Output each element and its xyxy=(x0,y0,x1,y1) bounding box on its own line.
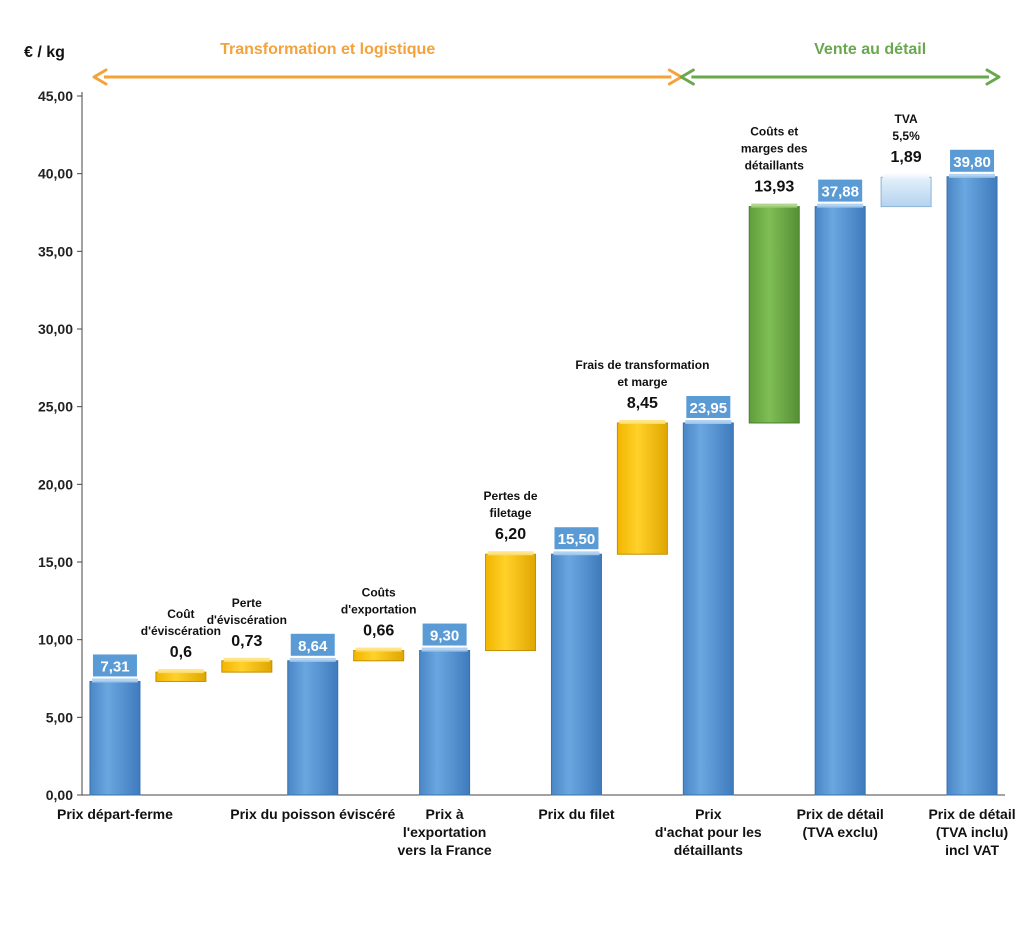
delta-value-label: 8,45 xyxy=(627,395,658,412)
delta-value-label: 0,6 xyxy=(170,644,192,661)
phase-label: Transformation et logistique xyxy=(220,41,435,58)
delta-annotation-label: Coût xyxy=(167,607,194,621)
value-label-box xyxy=(420,621,469,648)
delta-annotation-label: TVA xyxy=(895,112,918,126)
y-tick-label: 20,00 xyxy=(38,476,73,492)
delta-bar xyxy=(880,176,932,208)
delta-bar xyxy=(485,553,537,652)
delta-bar xyxy=(221,660,273,673)
delta-annotation-label: d'éviscération xyxy=(207,613,287,627)
delta-bar xyxy=(748,206,800,424)
value-label: 9,30 xyxy=(430,628,459,645)
bar-top-face xyxy=(619,419,666,424)
delta-value-label: 13,93 xyxy=(754,179,794,196)
x-tick-label: d'achat pour les xyxy=(655,824,762,840)
delta-bar xyxy=(353,650,405,662)
y-tick-label: 5,00 xyxy=(46,709,73,725)
y-tick-label: 30,00 xyxy=(38,321,73,337)
bar-top-face xyxy=(223,657,270,662)
delta-annotation-label: Perte xyxy=(232,596,262,610)
delta-annotation-label: Frais de transformation xyxy=(575,358,709,372)
total-bar xyxy=(419,650,471,796)
value-label-box xyxy=(552,525,601,552)
bar-top-face xyxy=(289,657,336,662)
delta-annotation-label: d'éviscération xyxy=(141,624,221,638)
delta-annotation-label: filetage xyxy=(490,506,532,520)
x-tick-label: Prix du poisson éviscéré xyxy=(230,806,395,822)
delta-annotation-label: et marge xyxy=(617,375,667,389)
bar-top-face xyxy=(487,551,534,556)
delta-value-label: 6,20 xyxy=(495,526,526,543)
x-tick-label: Prix de détail xyxy=(928,806,1015,822)
total-bar xyxy=(550,553,602,796)
total-bar xyxy=(814,206,866,796)
phase-arrow-transformation xyxy=(92,68,683,86)
value-label: 37,88 xyxy=(821,184,859,201)
y-axis-unit-label: € / kg xyxy=(24,44,65,61)
delta-bar xyxy=(155,671,207,682)
y-tick-label: 25,00 xyxy=(38,399,73,415)
x-tick-label: détaillants xyxy=(674,842,743,858)
x-tick-label: Prix de détail xyxy=(797,806,884,822)
x-tick-label: Prix à xyxy=(426,806,464,822)
value-label: 15,50 xyxy=(558,531,596,548)
value-label-box xyxy=(90,652,139,679)
x-tick-label: incl VAT xyxy=(945,842,999,858)
value-label-box xyxy=(288,631,337,658)
value-label: 8,64 xyxy=(298,638,328,655)
bar-top-face xyxy=(157,669,204,674)
y-tick-label: 0,00 xyxy=(46,787,73,803)
total-bar xyxy=(682,422,734,796)
phase-arrow-retail xyxy=(679,68,1001,86)
delta-annotation-label: Pertes de xyxy=(484,489,538,503)
arrow-head xyxy=(985,68,1001,86)
delta-annotation-label: Coûts et xyxy=(750,125,798,139)
bar-top-face xyxy=(421,647,468,652)
x-tick-label: Prix du filet xyxy=(538,806,615,822)
value-label-box xyxy=(684,393,733,420)
x-tick-label: (TVA exclu) xyxy=(802,824,877,840)
arrow-head xyxy=(92,68,108,86)
arrow-head xyxy=(679,68,695,86)
delta-value-label: 0,73 xyxy=(231,633,262,650)
total-bar xyxy=(946,176,998,796)
value-label: 7,31 xyxy=(100,658,129,675)
bar-top-face xyxy=(685,419,732,424)
value-label: 23,95 xyxy=(690,400,728,417)
y-tick-label: 40,00 xyxy=(38,166,73,182)
delta-value-label: 1,89 xyxy=(891,149,922,166)
y-tick-label: 15,00 xyxy=(38,554,73,570)
x-tick-label: (TVA inclu) xyxy=(936,824,1008,840)
total-bar xyxy=(89,680,141,796)
x-tick-label: l'exportation xyxy=(403,824,486,840)
phase-label: Vente au détail xyxy=(814,41,926,58)
bar-top-face xyxy=(355,647,402,652)
delta-annotation-label: d'exportation xyxy=(341,603,417,617)
delta-value-label: 0,66 xyxy=(363,623,394,640)
bar-top-face xyxy=(817,203,864,208)
delta-annotation-label: marges des xyxy=(741,142,808,156)
x-tick-label: Prix xyxy=(695,806,722,822)
delta-annotation-label: détaillants xyxy=(745,159,805,173)
total-bar xyxy=(287,660,339,796)
delta-annotation-label: Coûts xyxy=(362,586,396,600)
x-tick-label: Prix départ-ferme xyxy=(57,806,173,822)
value-label-box xyxy=(948,147,997,174)
bar-top-face xyxy=(949,173,996,178)
y-tick-label: 35,00 xyxy=(38,243,73,259)
y-tick-label: 45,00 xyxy=(38,88,73,104)
value-label-box xyxy=(816,177,865,204)
delta-annotation-label: 5,5% xyxy=(892,129,920,143)
delta-bar xyxy=(616,422,668,555)
value-label: 39,80 xyxy=(953,154,991,171)
bar-top-face xyxy=(751,203,798,208)
x-tick-label: vers la France xyxy=(398,842,492,858)
bar-top-face xyxy=(91,678,138,683)
bar-top-face xyxy=(883,174,930,179)
y-tick-label: 10,00 xyxy=(38,632,73,648)
bar-top-face xyxy=(553,551,600,556)
